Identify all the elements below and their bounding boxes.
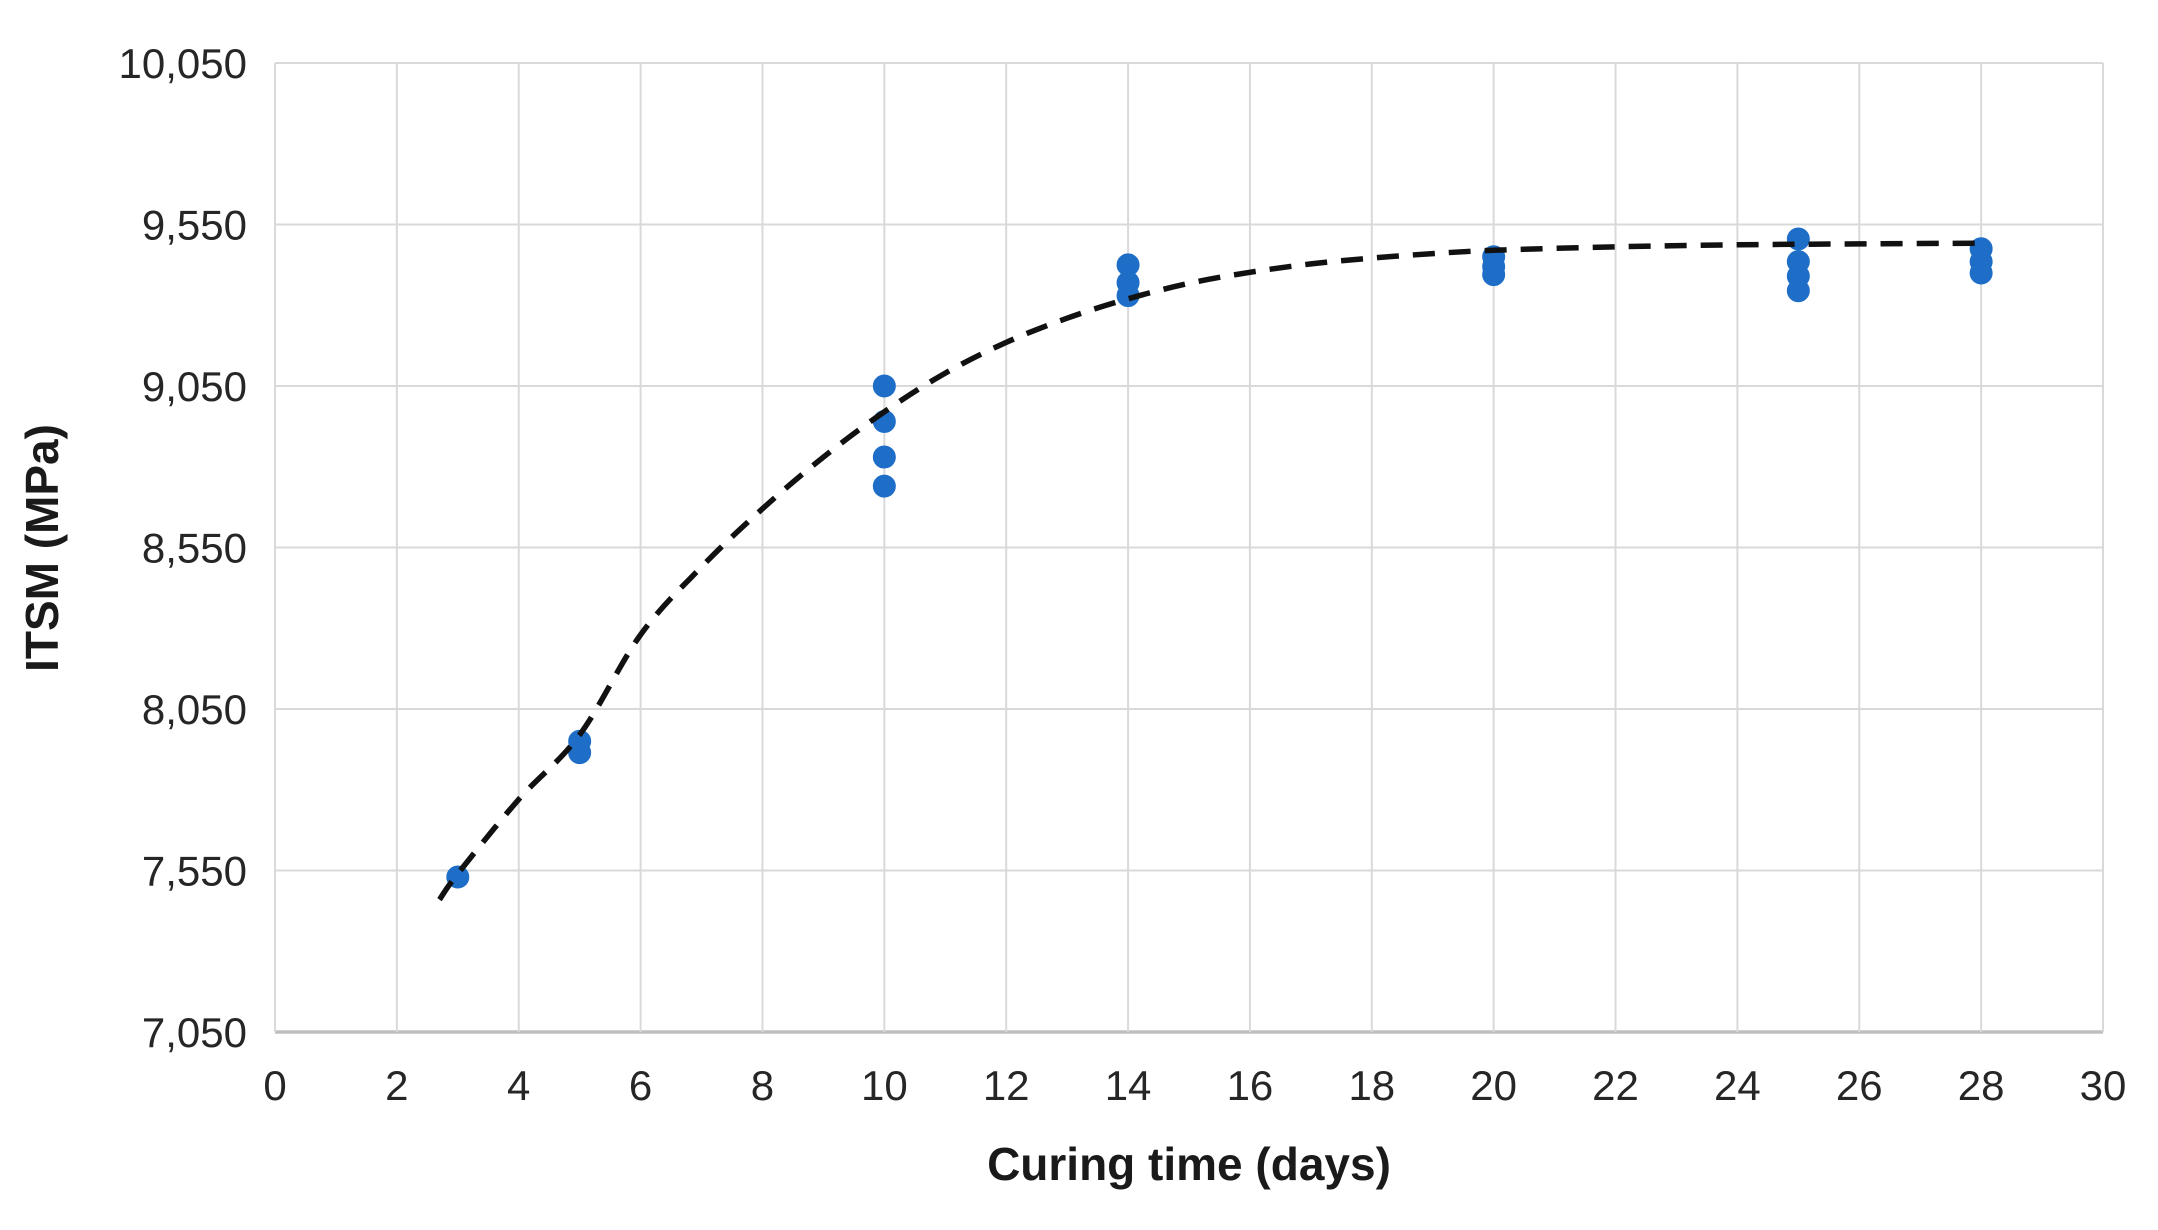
x-tick-label: 16 [1227,1062,1274,1109]
x-tick-label: 30 [2080,1062,2127,1109]
x-tick-label: 26 [1836,1062,1883,1109]
x-axis-tick-labels: 0 2 4 6 8 10 12 14 16 18 20 22 24 26 28 30 [263,1062,2126,1109]
y-axis-tick-labels: 7,050 7,550 8,050 8,550 9,050 9,550 10,050 [119,40,247,1056]
x-axis-title: Curing time (days) [987,1138,1391,1190]
data-point [1482,263,1506,287]
x-tick-label: 2 [385,1062,408,1109]
x-tick-label: 8 [751,1062,774,1109]
data-point [1786,279,1810,303]
x-tick-label: 14 [1105,1062,1152,1109]
x-tick-label: 22 [1592,1062,1639,1109]
x-tick-label: 28 [1958,1062,2005,1109]
y-tick-label: 8,550 [142,525,247,572]
data-point [872,374,896,398]
data-point [1969,261,1993,285]
data-point [872,445,896,469]
x-tick-label: 18 [1348,1062,1395,1109]
trendline-dashed-curve [437,240,1982,902]
y-tick-label: 7,050 [142,1009,247,1056]
y-tick-label: 10,050 [119,40,247,87]
x-tick-label: 6 [629,1062,652,1109]
y-tick-label: 7,550 [142,848,247,895]
x-tick-label: 24 [1714,1062,1761,1109]
x-tick-label: 20 [1470,1062,1517,1109]
y-tick-label: 9,550 [142,202,247,249]
x-tick-label: 4 [507,1062,530,1109]
scatter-points [446,227,1993,889]
data-point [568,741,592,765]
y-axis-title: ITSM (MPa) [16,424,68,672]
y-tick-label: 8,050 [142,686,247,733]
x-tick-label: 10 [861,1062,908,1109]
x-tick-label: 12 [983,1062,1030,1109]
x-tick-label: 0 [263,1062,286,1109]
data-point [872,474,896,498]
gridlines [274,62,2104,1034]
y-tick-label: 9,050 [142,363,247,410]
